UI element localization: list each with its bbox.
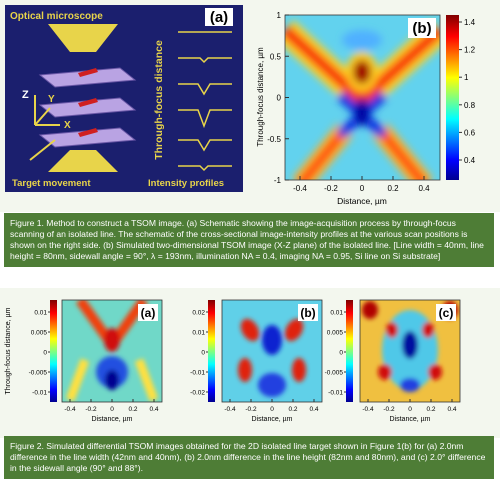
y-tick-label: 0: [277, 94, 282, 103]
colorbar-tick-label: -0.005: [325, 370, 344, 377]
figure-1-caption: Figure 1. Method to construct a TSOM ima…: [4, 213, 494, 267]
x-tick-label: 0.2: [426, 406, 435, 413]
vertical-label: Through-focus distance: [153, 40, 165, 160]
colorbar-tick-label: 0.01: [34, 310, 47, 317]
x-axis-label: Distance, µm: [252, 416, 293, 423]
colorbar-tick-label: 0.8: [464, 101, 476, 110]
x-tick-label: 0.4: [418, 184, 430, 193]
colorbar-tick-label: 0.005: [327, 330, 344, 337]
x-tick-label: 0.4: [309, 406, 318, 413]
colorbar-tick-label: -0.01: [32, 390, 47, 397]
x-tick-label: -0.2: [245, 406, 257, 413]
x-tick-label: 0: [270, 406, 274, 413]
panel-label: (b): [300, 306, 315, 320]
colorbar-tick-label: -0.01: [190, 370, 205, 377]
panel-label: (a): [210, 9, 228, 26]
colorbar-tick-label: 0.005: [31, 330, 48, 337]
x-tick-label: 0: [110, 406, 114, 413]
colorbars: [50, 300, 353, 402]
x-tick-label: 0.4: [149, 406, 158, 413]
colorbar-tick-label: 0.4: [464, 156, 476, 165]
x-axis-label: Distance, µm: [92, 416, 133, 423]
colorbar-tick-label: 0: [201, 350, 205, 357]
x-tick-label: 0.2: [288, 406, 297, 413]
x-axis-label: Distance, µm: [337, 196, 387, 206]
y-tick-label: -0.5: [267, 135, 281, 144]
y-tick-label: -1: [274, 176, 282, 185]
axis-label: X: [64, 120, 71, 131]
x-tick-label: -0.4: [362, 406, 374, 413]
panel-label: (c): [439, 306, 454, 320]
colorbar-tick-label: 0: [43, 350, 47, 357]
axis-label: Z: [22, 89, 29, 101]
axis-label: Y: [48, 94, 55, 105]
schematic: (a) Optical microscope Z Y X Through-foc…: [5, 5, 243, 192]
colorbar-tick-label: 0.6: [464, 128, 476, 137]
panel-label: (a): [141, 306, 156, 320]
x-tick-label: -0.4: [224, 406, 236, 413]
colorbar-tick-label: 0.01: [192, 330, 205, 337]
y-axis-label: Through-focus distance, µm: [5, 307, 12, 394]
colorbar: [446, 15, 459, 180]
x-tick-label: -0.2: [383, 406, 395, 413]
x-tick-label: -0.2: [85, 406, 97, 413]
caption-label: Target movement: [12, 178, 91, 189]
y-axis-label: Through-focus distance, µm: [256, 47, 265, 147]
colorbar-tick-label: 1: [464, 73, 469, 82]
x-tick-label: 0: [360, 184, 365, 193]
x-tick-label: -0.4: [293, 184, 307, 193]
x-tick-label: 0.2: [128, 406, 137, 413]
x-tick-label: -0.4: [64, 406, 76, 413]
caption-label: Intensity profiles: [148, 178, 224, 189]
y-tick-label: 0.5: [270, 52, 282, 61]
x-tick-label: 0: [408, 406, 412, 413]
colorbar-tick-label: 0: [339, 350, 343, 357]
colorbar-tick-label: 0.02: [192, 310, 205, 317]
figure-2-caption: Figure 2. Simulated differential TSOM im…: [4, 436, 494, 479]
heatmap: [62, 300, 162, 402]
label-box: [138, 304, 456, 321]
title: Optical microscope: [10, 11, 103, 22]
colorbar-tick-label: 1.4: [464, 18, 476, 27]
x-tick-label: 0.4: [447, 406, 456, 413]
heatmap: [285, 15, 440, 180]
colorbar-tick-label: -0.01: [328, 390, 343, 397]
panel-label: (b): [412, 20, 431, 37]
x-tick-label: 0.2: [387, 184, 399, 193]
x-tick-label: -0.2: [324, 184, 338, 193]
x-axis-label: Distance, µm: [390, 416, 431, 423]
colorbar-tick-label: -0.005: [29, 370, 48, 377]
colorbar-tick-label: 1.2: [464, 46, 476, 55]
colorbar-tick-label: 0.01: [330, 310, 343, 317]
colorbar-tick-label: -0.02: [190, 390, 205, 397]
y-tick-label: 1: [277, 11, 282, 20]
